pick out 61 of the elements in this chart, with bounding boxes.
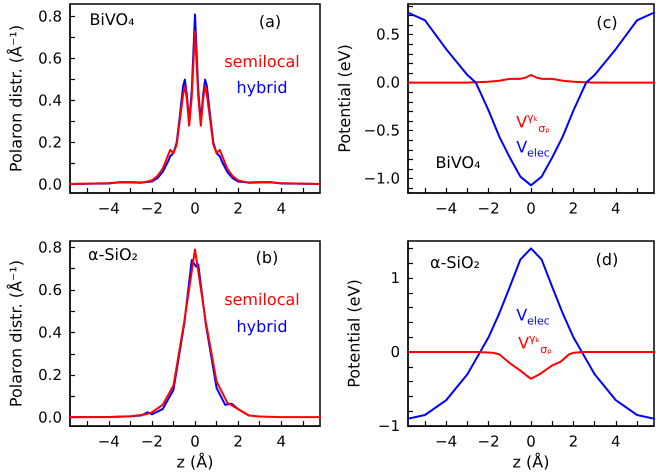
y-tick-label: 0.2 xyxy=(38,134,62,152)
line-series xyxy=(407,12,655,186)
y-tick-label: −1.0 xyxy=(364,170,400,188)
y-axis-title: Polaron distr. (Å⁻¹) xyxy=(6,260,26,408)
series-label: V$_{elec}$ xyxy=(516,305,550,328)
annotation: α-SiO₂ xyxy=(430,253,480,272)
x-tick-label: 4 xyxy=(276,200,286,218)
y-tick-label: 0.8 xyxy=(38,238,62,256)
y-axis-title: Potential (eV) xyxy=(344,279,364,388)
annotation: α-SiO₂ xyxy=(88,245,138,264)
y-tick-label: −0.5 xyxy=(364,122,400,140)
y-tick-label: 0.4 xyxy=(38,92,62,110)
x-tick-label: 0 xyxy=(526,432,536,451)
x-axis-title: z (Å) xyxy=(512,452,550,472)
x-tick-label: 4 xyxy=(611,200,621,218)
x-tick-label: 2 xyxy=(233,432,243,451)
y-tick-label: 0.4 xyxy=(38,323,62,342)
y-tick-label: 0.6 xyxy=(38,280,62,299)
y-tick-label: 0.5 xyxy=(376,26,400,44)
x-tick-label: −2 xyxy=(140,432,163,451)
annotation: BiVO₄ xyxy=(435,153,481,172)
y-tick-label: 0.6 xyxy=(38,50,62,68)
y-tick-label: 0.0 xyxy=(376,74,400,92)
x-tick-label: −2 xyxy=(478,432,500,451)
y-tick-label: 1 xyxy=(390,269,400,288)
annotation: (d) xyxy=(596,250,618,269)
x-axis-title: z (Å) xyxy=(176,452,214,472)
annotation: (a) xyxy=(258,12,282,31)
annotation: (b) xyxy=(256,248,278,267)
series-label: hybrid xyxy=(236,317,288,336)
x-tick-label: 4 xyxy=(276,432,286,451)
y-tick-label: 0.0 xyxy=(38,408,62,427)
x-tick-label: 2 xyxy=(568,432,578,451)
x-tick-label: 0 xyxy=(190,432,200,451)
line-series xyxy=(407,247,655,420)
series-label: hybrid xyxy=(236,78,288,97)
x-tick-label: 4 xyxy=(611,432,621,451)
annotation: BiVO₄ xyxy=(89,10,135,29)
series-label: semilocal xyxy=(224,290,300,309)
line-series xyxy=(69,248,321,418)
y-tick-label: 0.2 xyxy=(38,366,62,384)
x-tick-label: −4 xyxy=(435,432,458,451)
y-tick-label: 0.8 xyxy=(38,8,62,26)
x-tick-label: −4 xyxy=(98,200,120,218)
x-tick-label: −2 xyxy=(140,200,163,218)
series-label: semilocal xyxy=(224,52,300,71)
x-tick-label: 0 xyxy=(190,200,200,218)
annotation: (c) xyxy=(596,13,618,32)
y-tick-label: 0 xyxy=(390,343,400,362)
x-tick-label: −2 xyxy=(478,200,500,218)
y-tick-label: −1 xyxy=(378,417,400,436)
y-tick-label: 0.0 xyxy=(38,176,62,194)
line-series xyxy=(407,74,655,84)
x-tick-label: 0 xyxy=(526,200,536,218)
series-label: V$_{elec}$ xyxy=(516,137,550,160)
x-tick-label: 2 xyxy=(568,200,578,218)
y-axis-title: Potential (eV) xyxy=(335,44,354,153)
x-tick-label: −4 xyxy=(435,200,458,218)
x-tick-label: −4 xyxy=(98,432,120,451)
x-tick-label: 2 xyxy=(233,200,243,218)
y-axis-title: Polaron distr. (Å⁻¹) xyxy=(6,24,26,172)
